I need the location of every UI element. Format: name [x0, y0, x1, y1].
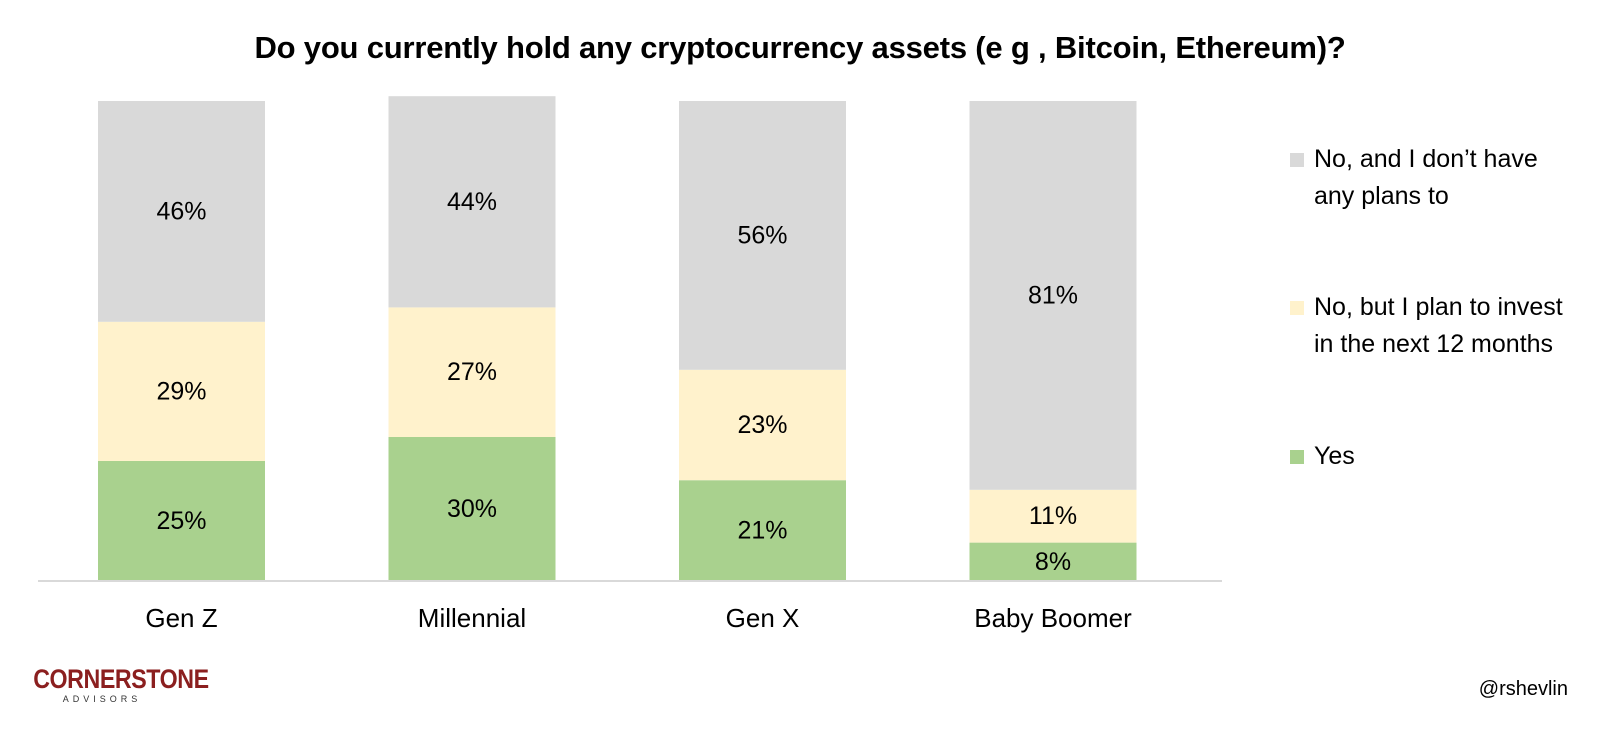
data-label-gen-x-series-0: 21% — [737, 517, 787, 545]
bars-group: 25% 29% 46% 30% 27% 44% 21% 23% 56% 8% 11% 81% — [98, 96, 1137, 581]
bar-baby-boomer-series-0 — [969, 542, 1137, 581]
data-label-gen-x-series-2: 56% — [737, 221, 787, 249]
bar-gen-z-series-2 — [98, 101, 265, 322]
bar-baby-boomer-series-1 — [969, 489, 1137, 543]
bar-gen-x-series-2 — [679, 101, 846, 370]
category-label-gen-x: Gen X — [726, 603, 800, 633]
legend-label: No, and I don’t have any plans to — [1314, 145, 1538, 210]
legend-swatch — [1290, 450, 1304, 464]
legend-label: Yes — [1314, 442, 1355, 470]
category-label-millennial: Millennial — [418, 603, 526, 633]
data-label-gen-z-series-0: 25% — [156, 507, 206, 535]
logo-main-text: CORNERSTONE — [33, 664, 209, 694]
data-label-gen-z-series-1: 29% — [156, 377, 206, 405]
category-label-gen-z: Gen Z — [145, 603, 217, 633]
category-label-baby-boomer: Baby Boomer — [974, 603, 1132, 633]
legend-swatch — [1290, 301, 1304, 315]
cornerstone-advisors-logo: CORNERSTONE ADVISORS — [22, 664, 209, 705]
logo-sub-text: ADVISORS — [62, 694, 142, 704]
legend-swatch — [1290, 153, 1304, 167]
bar-baby-boomer-series-2 — [969, 101, 1137, 490]
bar-gen-x-series-0 — [679, 480, 846, 581]
bar-gen-x-series-1 — [679, 369, 846, 481]
legend-label: No, but I plan to invest in the next 12 … — [1314, 293, 1563, 358]
data-label-baby-boomer-series-1: 11% — [1029, 502, 1077, 530]
data-label-millennial-series-0: 30% — [447, 495, 497, 523]
data-label-baby-boomer-series-0: 8% — [1035, 548, 1071, 576]
bar-gen-z-series-1 — [98, 321, 265, 461]
category-labels: Gen Z Millennial Gen X Baby Boomer — [145, 603, 1132, 633]
data-label-gen-z-series-2: 46% — [156, 197, 206, 225]
data-label-millennial-series-2: 44% — [447, 188, 497, 216]
bar-millennial-series-1 — [388, 307, 556, 437]
author-credit: @rshevlin — [1478, 678, 1568, 700]
data-label-millennial-series-1: 27% — [447, 358, 497, 386]
data-label-baby-boomer-series-2: 81% — [1028, 281, 1078, 309]
data-label-gen-x-series-1: 23% — [737, 411, 787, 439]
chart-title: Do you currently hold any cryptocurrency… — [254, 30, 1346, 65]
bar-gen-z-series-0 — [98, 461, 265, 581]
bar-millennial-series-0 — [388, 437, 556, 581]
bar-millennial-series-2 — [388, 96, 556, 308]
